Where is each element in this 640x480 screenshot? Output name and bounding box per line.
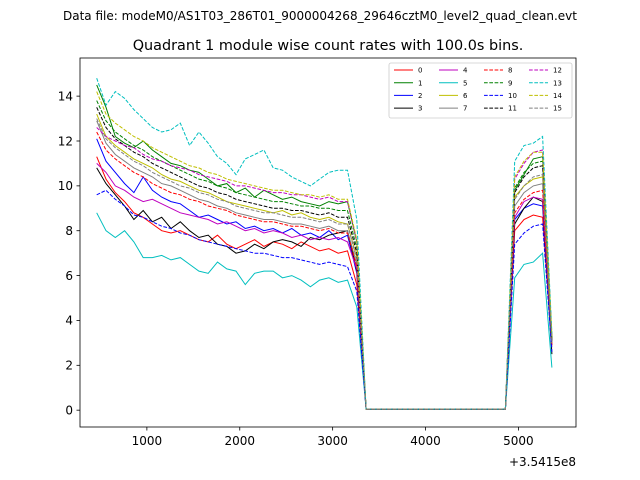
chart-title: Quadrant 1 module wise count rates with … [133, 38, 524, 54]
series-line-14 [96, 91, 553, 410]
x-tick-label: 4000 [410, 434, 441, 448]
series-line-8 [96, 131, 553, 410]
plot-lines [96, 78, 553, 410]
series-line-5 [96, 212, 553, 410]
x-tick-label: 1000 [132, 434, 163, 448]
series-line-6 [96, 113, 553, 410]
legend-label-0: 0 [418, 67, 422, 75]
legend-label-14: 14 [553, 92, 562, 100]
y-tick-label: 12 [58, 134, 73, 148]
y-tick-label: 8 [65, 224, 73, 238]
y-tick-label: 0 [65, 403, 73, 417]
x-tick-label: 2000 [224, 434, 255, 448]
series-line-2 [96, 138, 553, 410]
series-line-0 [96, 156, 553, 410]
series-line-9 [96, 100, 553, 410]
legend-label-7: 7 [463, 105, 467, 113]
x-tick-label: 3000 [317, 434, 348, 448]
legend-label-9: 9 [508, 79, 512, 87]
legend-label-15: 15 [553, 105, 562, 113]
legend-label-3: 3 [418, 105, 422, 113]
suptitle: Data file: modeM0/AS1T03_286T01_90000042… [63, 9, 577, 23]
series-line-1 [96, 84, 553, 410]
legend-label-1: 1 [418, 79, 422, 87]
legend-label-13: 13 [553, 79, 562, 87]
legend-label-4: 4 [463, 67, 468, 75]
legend-label-12: 12 [553, 67, 562, 75]
series-line-13 [96, 78, 553, 410]
series-line-15 [96, 118, 553, 410]
series-line-10 [96, 189, 553, 410]
series-line-4 [96, 163, 553, 410]
series-line-11 [96, 107, 553, 410]
legend-label-11: 11 [508, 105, 517, 113]
y-tick-label: 4 [65, 314, 73, 328]
legend-label-5: 5 [463, 79, 467, 87]
legend-label-10: 10 [508, 92, 517, 100]
series-line-7 [96, 120, 553, 410]
x-tick-label: 5000 [503, 434, 534, 448]
legend-label-6: 6 [463, 92, 468, 100]
y-axis: 0 2 4 6 8 10 12 14 [58, 89, 80, 417]
legend-label-2: 2 [418, 92, 422, 100]
legend-frame [388, 62, 573, 119]
plot-frame [79, 57, 577, 428]
y-tick-label: 14 [58, 89, 73, 103]
x-axis: 1000 2000 3000 4000 5000 [132, 427, 534, 448]
legend-label-8: 8 [508, 67, 512, 75]
y-tick-label: 10 [58, 179, 73, 193]
y-tick-label: 6 [65, 269, 73, 283]
x-offset-label: +3.5415e8 [509, 455, 576, 469]
y-tick-label: 2 [65, 359, 73, 373]
